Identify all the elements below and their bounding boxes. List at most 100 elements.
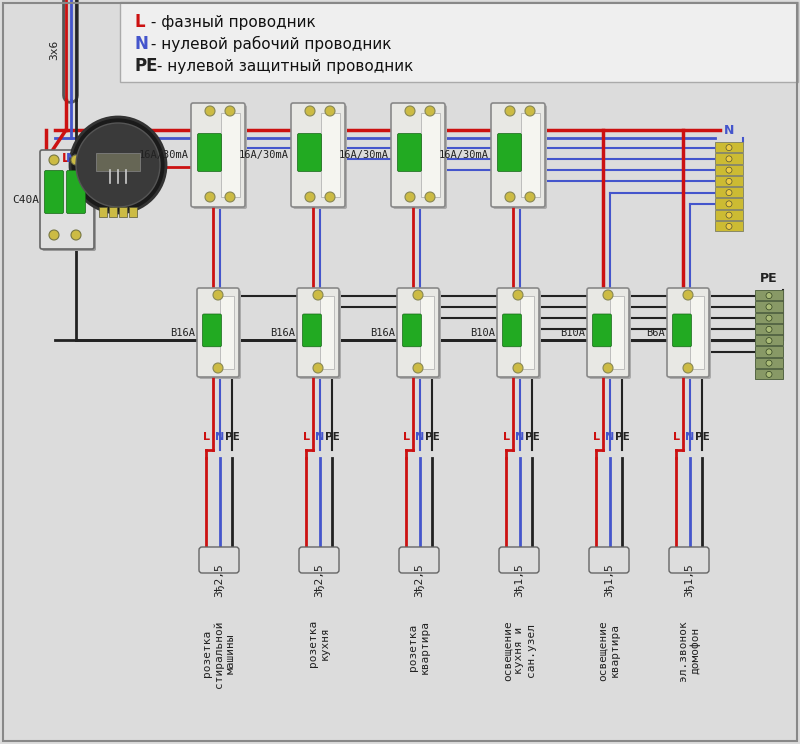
- Bar: [755, 335, 783, 345]
- Text: 16A/30mA: 16A/30mA: [239, 150, 289, 160]
- FancyBboxPatch shape: [669, 547, 709, 573]
- Circle shape: [213, 363, 223, 373]
- FancyBboxPatch shape: [399, 290, 441, 379]
- Circle shape: [525, 192, 535, 202]
- Bar: [755, 312, 783, 323]
- FancyBboxPatch shape: [498, 133, 522, 172]
- Bar: [320, 296, 334, 369]
- Circle shape: [766, 360, 772, 366]
- Text: - нулевой защитный проводник: - нулевой защитный проводник: [152, 59, 414, 74]
- Text: 3ђ1,5: 3ђ1,5: [604, 563, 614, 597]
- Text: L: L: [673, 432, 679, 442]
- Text: N: N: [215, 432, 225, 442]
- Text: розетка
стиральной
машины: розетка стиральной машины: [202, 620, 236, 687]
- Circle shape: [766, 292, 772, 298]
- FancyBboxPatch shape: [302, 314, 322, 347]
- FancyBboxPatch shape: [191, 103, 245, 207]
- Bar: [715, 164, 743, 175]
- FancyBboxPatch shape: [499, 290, 541, 379]
- Circle shape: [726, 223, 732, 229]
- Text: N: N: [315, 432, 325, 442]
- Text: L: L: [302, 432, 310, 442]
- Circle shape: [766, 304, 772, 310]
- Text: эл.звонок
домофон: эл.звонок домофон: [678, 620, 700, 681]
- FancyBboxPatch shape: [491, 103, 545, 207]
- Circle shape: [425, 192, 435, 202]
- Circle shape: [225, 106, 235, 116]
- Circle shape: [205, 192, 215, 202]
- Text: освещение
квартира: освещение квартира: [598, 620, 620, 681]
- Text: L: L: [62, 152, 70, 165]
- Circle shape: [49, 155, 59, 165]
- Text: PE: PE: [525, 432, 539, 442]
- Bar: [715, 142, 743, 153]
- FancyBboxPatch shape: [502, 314, 522, 347]
- FancyBboxPatch shape: [45, 170, 63, 214]
- FancyBboxPatch shape: [297, 288, 339, 377]
- Text: 16A/30mA: 16A/30mA: [339, 150, 389, 160]
- Text: 16A/30mA: 16A/30mA: [139, 150, 189, 160]
- FancyBboxPatch shape: [402, 314, 422, 347]
- FancyBboxPatch shape: [397, 288, 439, 377]
- Bar: [220, 296, 234, 369]
- Circle shape: [505, 106, 515, 116]
- Circle shape: [726, 156, 732, 162]
- Bar: [96, 153, 140, 171]
- Bar: [129, 207, 137, 217]
- Circle shape: [513, 290, 523, 300]
- Circle shape: [505, 192, 515, 202]
- Circle shape: [413, 363, 423, 373]
- FancyBboxPatch shape: [589, 547, 629, 573]
- FancyBboxPatch shape: [66, 170, 86, 214]
- Bar: [520, 296, 534, 369]
- Circle shape: [71, 155, 81, 165]
- Text: N: N: [724, 124, 734, 137]
- Circle shape: [766, 349, 772, 355]
- Text: N: N: [66, 152, 76, 165]
- Text: освещение
кухня и
сан.узел: освещение кухня и сан.узел: [502, 620, 536, 681]
- FancyBboxPatch shape: [393, 105, 447, 209]
- Circle shape: [603, 363, 613, 373]
- Bar: [521, 113, 539, 197]
- FancyBboxPatch shape: [199, 290, 241, 379]
- Text: B16A: B16A: [170, 327, 195, 338]
- FancyBboxPatch shape: [193, 105, 247, 209]
- FancyBboxPatch shape: [202, 314, 222, 347]
- Bar: [755, 290, 783, 301]
- Text: PE: PE: [425, 432, 439, 442]
- FancyBboxPatch shape: [299, 290, 341, 379]
- FancyBboxPatch shape: [299, 547, 339, 573]
- Circle shape: [766, 315, 772, 321]
- Circle shape: [49, 230, 59, 240]
- Bar: [715, 187, 743, 197]
- FancyBboxPatch shape: [198, 133, 222, 172]
- FancyBboxPatch shape: [399, 547, 439, 573]
- Circle shape: [405, 192, 415, 202]
- FancyBboxPatch shape: [493, 105, 547, 209]
- Bar: [119, 207, 127, 217]
- Circle shape: [76, 123, 160, 207]
- Text: 3ђ2,5: 3ђ2,5: [414, 563, 424, 597]
- FancyBboxPatch shape: [593, 314, 611, 347]
- Circle shape: [726, 212, 732, 218]
- Text: PE: PE: [134, 57, 158, 75]
- Bar: [321, 113, 339, 197]
- Circle shape: [70, 117, 166, 213]
- Circle shape: [413, 290, 423, 300]
- Text: N: N: [515, 432, 525, 442]
- Circle shape: [313, 363, 323, 373]
- Text: розетка
квартира: розетка квартира: [408, 620, 430, 674]
- Circle shape: [513, 363, 523, 373]
- Circle shape: [726, 179, 732, 185]
- Text: C40A: C40A: [12, 194, 39, 205]
- Text: 3ђ2,5: 3ђ2,5: [214, 563, 224, 597]
- FancyBboxPatch shape: [291, 103, 345, 207]
- Bar: [755, 301, 783, 312]
- Circle shape: [726, 201, 732, 207]
- Bar: [610, 296, 624, 369]
- FancyBboxPatch shape: [199, 547, 239, 573]
- Text: N: N: [134, 35, 148, 53]
- FancyBboxPatch shape: [293, 105, 347, 209]
- Text: PE: PE: [694, 432, 710, 442]
- Text: B16A: B16A: [270, 327, 295, 338]
